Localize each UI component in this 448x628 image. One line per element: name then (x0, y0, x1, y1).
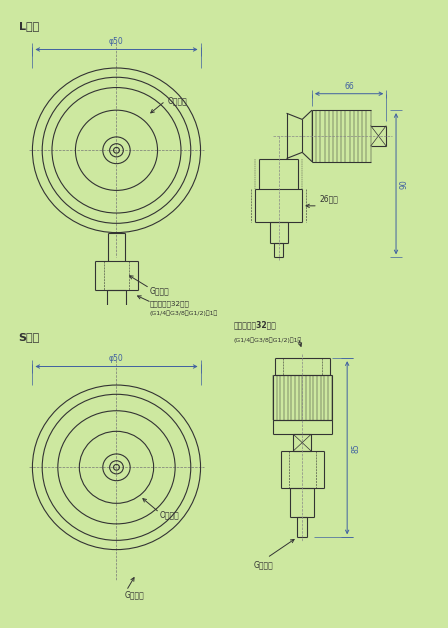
Text: G１／２: G１／２ (124, 591, 144, 600)
Text: L１型: L１型 (19, 21, 39, 31)
Text: 85: 85 (351, 443, 360, 453)
Text: 26六角: 26六角 (320, 195, 339, 203)
Text: Oリング: Oリング (167, 97, 187, 106)
Text: G１／２: G１／２ (253, 560, 273, 569)
Text: 変換継手－32六角: 変換継手－32六角 (234, 320, 277, 330)
Text: 変換継手－32六角: 変換継手－32六角 (150, 300, 190, 307)
Text: φ50: φ50 (109, 38, 124, 46)
Text: S１型: S１型 (19, 332, 40, 342)
Text: φ50: φ50 (109, 354, 124, 364)
Text: G１／２: G１／２ (150, 286, 169, 295)
Text: (G1/4・G3/8・G1/2)各1個: (G1/4・G3/8・G1/2)各1個 (150, 311, 218, 317)
Text: (G1/4・G3/8・G1/2)各1個: (G1/4・G3/8・G1/2)各1個 (234, 338, 302, 344)
Text: 66: 66 (344, 82, 354, 90)
Text: 90: 90 (400, 179, 409, 188)
Text: Oリング: Oリング (159, 511, 179, 519)
